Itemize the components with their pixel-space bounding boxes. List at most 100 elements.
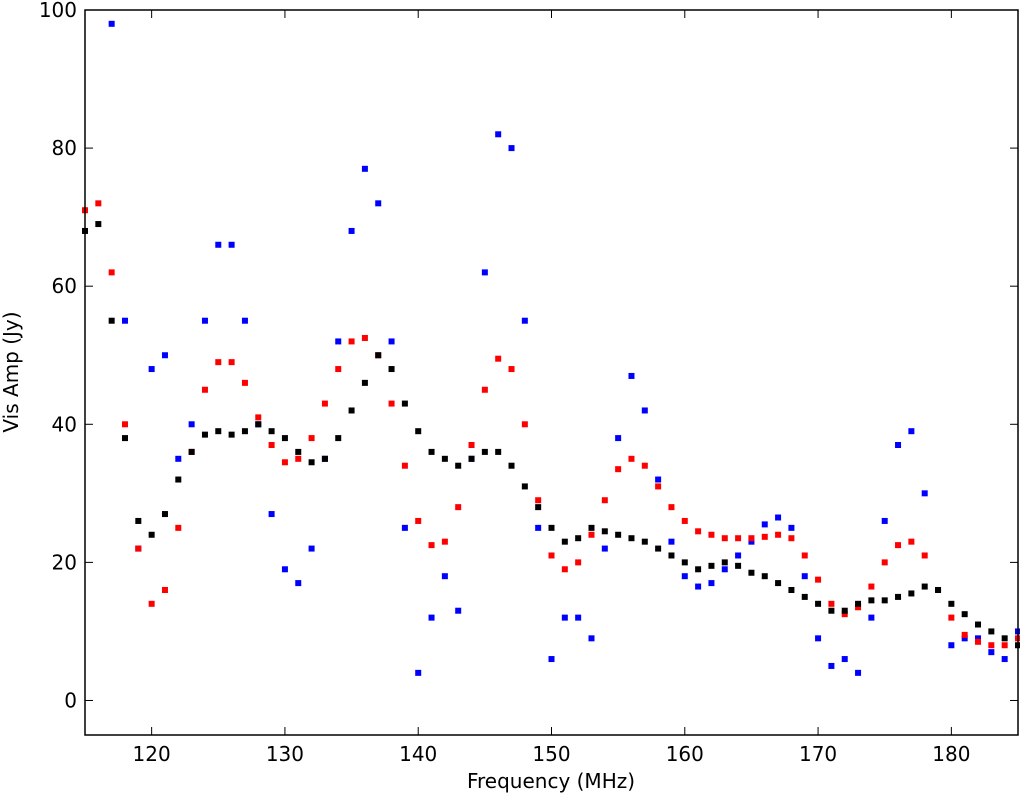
data-point (988, 628, 995, 635)
data-point (921, 490, 928, 497)
data-point (281, 566, 288, 573)
data-point (388, 338, 395, 345)
data-point (895, 542, 902, 549)
data-point (321, 400, 328, 407)
data-point (628, 535, 635, 542)
data-point (521, 483, 528, 490)
data-point (628, 455, 635, 462)
data-point (735, 552, 742, 559)
data-point (961, 611, 968, 618)
data-point (868, 597, 875, 604)
data-point (855, 604, 862, 611)
data-point (988, 649, 995, 656)
data-point (1001, 642, 1008, 649)
data-point (575, 535, 582, 542)
data-point (855, 600, 862, 607)
data-point (428, 448, 435, 455)
data-point (295, 455, 302, 462)
data-point (308, 459, 315, 466)
data-point (575, 559, 582, 566)
data-point (148, 531, 155, 538)
data-point (521, 421, 528, 428)
data-point (108, 269, 115, 276)
data-point (121, 317, 128, 324)
data-point (161, 511, 168, 518)
data-point (801, 593, 808, 600)
data-point (561, 614, 568, 621)
data-point (615, 531, 622, 538)
data-point (721, 535, 728, 542)
data-point (535, 497, 542, 504)
data-point (775, 580, 782, 587)
data-point (881, 517, 888, 524)
data-point (921, 552, 928, 559)
data-point (641, 462, 648, 469)
data-point (775, 531, 782, 538)
x-tick-label: 150 (532, 742, 570, 766)
data-point (255, 421, 262, 428)
data-point (481, 448, 488, 455)
data-point (708, 580, 715, 587)
x-tick-label: 130 (266, 742, 304, 766)
data-point (401, 462, 408, 469)
data-point (241, 317, 248, 324)
data-point (868, 614, 875, 621)
data-point (201, 317, 208, 324)
data-point (561, 566, 568, 573)
data-point (348, 227, 355, 234)
data-point (975, 621, 982, 628)
data-point (575, 614, 582, 621)
data-point (681, 559, 688, 566)
data-point (628, 372, 635, 379)
data-point (895, 442, 902, 448)
data-point (988, 642, 995, 649)
data-point (241, 428, 248, 435)
data-point (388, 400, 395, 407)
data-point (95, 221, 102, 228)
data-point (201, 386, 208, 393)
data-point (428, 542, 435, 549)
data-point (801, 552, 808, 559)
y-tick-label: 20 (52, 550, 77, 574)
data-point (761, 533, 768, 540)
data-point (815, 635, 822, 642)
data-point (668, 552, 675, 559)
data-point (1001, 635, 1008, 642)
data-point (508, 462, 515, 469)
data-point (668, 504, 675, 511)
data-point (308, 435, 315, 442)
data-point (1001, 656, 1008, 663)
data-point (535, 524, 542, 531)
data-point (148, 366, 155, 373)
y-tick-label: 80 (52, 136, 77, 160)
data-point (881, 597, 888, 604)
data-point (761, 573, 768, 580)
data-point (495, 448, 502, 455)
data-point (948, 614, 955, 621)
data-point (281, 435, 288, 442)
data-point (121, 435, 128, 442)
data-point (775, 514, 782, 521)
data-point (361, 379, 368, 386)
data-point (135, 517, 142, 524)
data-point (441, 455, 448, 462)
data-point (748, 535, 755, 542)
data-point (241, 379, 248, 386)
data-point (215, 241, 222, 248)
data-point (535, 504, 542, 511)
data-point (548, 656, 555, 663)
data-point (655, 483, 662, 490)
data-point (108, 317, 115, 324)
data-point (961, 635, 968, 642)
plot-frame (84, 9, 1019, 736)
data-point (495, 355, 502, 362)
data-point (668, 538, 675, 545)
data-point (695, 566, 702, 573)
data-point (521, 317, 528, 324)
y-axis-label: Vis Amp (Jy) (0, 311, 23, 432)
data-point (841, 656, 848, 663)
data-point (548, 524, 555, 531)
data-point (921, 583, 928, 590)
data-point (975, 638, 982, 645)
data-point (428, 614, 435, 621)
